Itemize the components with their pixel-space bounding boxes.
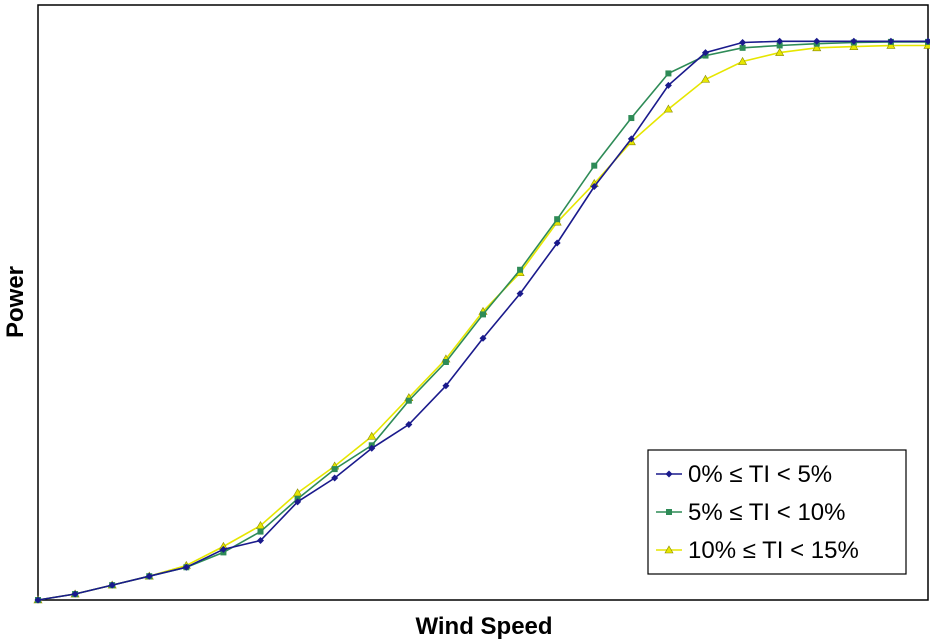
series-1-point xyxy=(442,382,450,390)
legend: 0% ≤ TI < 5% 5% ≤ TI < 10% 10% ≤ TI < 15% xyxy=(647,449,907,575)
series-2-point xyxy=(331,466,338,473)
legend-label: 10% ≤ TI < 15% xyxy=(688,537,859,564)
legend-label: 5% ≤ TI < 10% xyxy=(688,499,845,526)
series-layer xyxy=(33,37,930,604)
series-3-point xyxy=(367,431,377,440)
series-1-point xyxy=(405,420,413,428)
series-2-point xyxy=(591,162,598,169)
series-3-point xyxy=(775,47,785,56)
series-1-point xyxy=(739,38,747,46)
series-1 xyxy=(34,37,930,604)
series-2-point xyxy=(442,359,449,365)
series-1-point xyxy=(331,474,339,482)
series-1-point xyxy=(887,37,895,45)
legend-label: 0% ≤ TI < 5% xyxy=(688,461,832,488)
series-1-point xyxy=(182,563,190,571)
series-2-point xyxy=(517,266,524,273)
series-1-point xyxy=(924,37,930,45)
legend-swatch-marker xyxy=(664,545,674,554)
series-2-point xyxy=(257,528,264,535)
series-2-point xyxy=(739,44,746,51)
series-1-point xyxy=(71,590,79,598)
series-2-point xyxy=(554,216,561,223)
legend-box xyxy=(647,449,907,575)
series-2-point xyxy=(405,397,412,404)
series-1-point xyxy=(850,37,858,45)
legend-swatch-marker xyxy=(665,470,673,478)
series-1-point xyxy=(627,135,635,143)
series-3-point xyxy=(663,104,673,113)
y-axis-title: Power xyxy=(2,266,29,338)
series-1-point xyxy=(590,182,598,190)
series-1-point xyxy=(108,581,116,589)
series-1-point xyxy=(664,81,672,89)
series-3-point xyxy=(886,40,896,49)
series-1-point xyxy=(368,444,376,452)
series-3-point xyxy=(700,74,711,83)
series-1-point xyxy=(219,545,227,553)
series-3-point xyxy=(849,42,859,50)
series-1-point xyxy=(776,37,784,45)
series-1-point xyxy=(479,334,487,342)
series-3-point xyxy=(738,56,748,65)
series-1-point xyxy=(553,239,561,247)
series-1-point xyxy=(34,596,42,604)
series-1-point xyxy=(813,37,821,45)
series-1-point xyxy=(702,49,709,57)
series-1-point xyxy=(294,498,302,506)
series-2-point xyxy=(480,311,486,318)
series-1-point xyxy=(257,537,264,544)
series-2-point xyxy=(628,115,635,122)
x-axis-title: Wind Speed xyxy=(415,613,552,640)
series-1-point xyxy=(516,290,524,298)
legend-swatch-marker xyxy=(666,509,672,515)
series-2-point xyxy=(665,70,672,77)
series-1-point xyxy=(145,572,153,580)
series-3-point xyxy=(812,43,822,52)
series-2-point xyxy=(776,42,783,49)
